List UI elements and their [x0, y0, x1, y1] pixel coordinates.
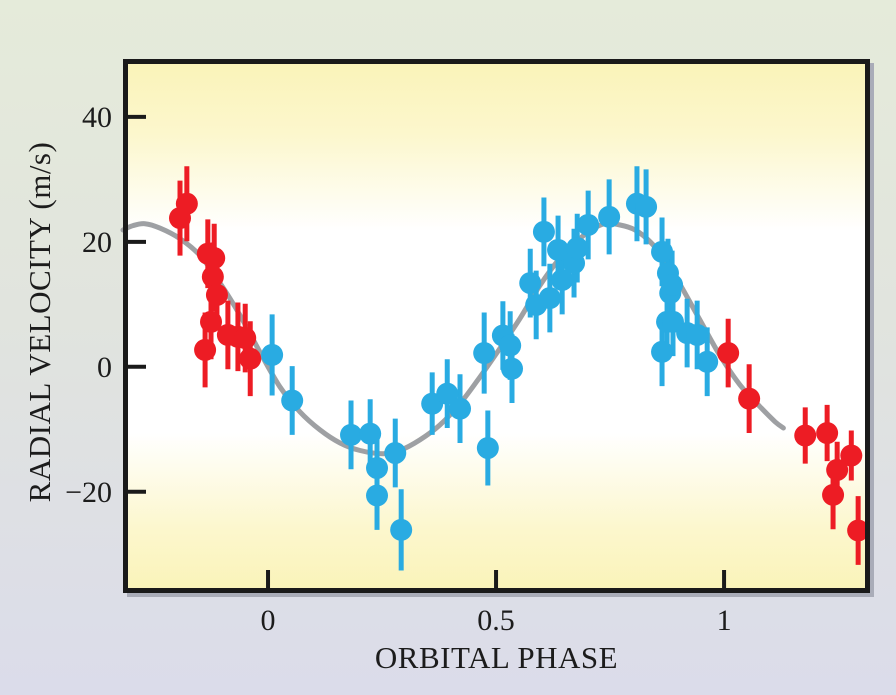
tick-labels: 0 0.5 1 40 20 0 −20	[65, 101, 731, 637]
data-point	[738, 387, 761, 410]
data-point	[366, 457, 389, 480]
data-point	[384, 442, 407, 465]
data-point	[566, 237, 589, 260]
data-point	[717, 342, 740, 365]
data-point	[200, 310, 223, 333]
x-axis-title: ORBITAL PHASE	[374, 640, 619, 675]
data-point	[686, 323, 709, 346]
x-tick-label: 0	[261, 604, 276, 637]
data-point	[577, 213, 600, 236]
data-point	[538, 287, 561, 310]
data-point	[547, 238, 570, 261]
data-point	[366, 484, 389, 507]
data-point	[340, 423, 363, 446]
data-point	[635, 195, 658, 218]
x-tick-label: 1	[717, 604, 732, 637]
data-point	[234, 327, 257, 350]
data-point	[473, 342, 496, 365]
x-tick-label: 0.5	[477, 604, 515, 637]
data-point	[794, 424, 817, 447]
data-point	[840, 444, 863, 467]
y-tick-label: 0	[97, 351, 112, 384]
data-point	[205, 283, 228, 306]
data-point	[847, 519, 870, 542]
data-point	[651, 240, 674, 263]
data-point	[476, 437, 499, 460]
data-point	[551, 268, 574, 291]
data-point	[449, 397, 472, 420]
data-point	[359, 422, 382, 445]
data-point	[281, 389, 304, 412]
y-axis-title: RADIAL VELOCITY (m/s)	[22, 141, 57, 503]
data-point	[203, 247, 226, 270]
data-point	[816, 422, 839, 445]
data-point	[436, 382, 459, 405]
y-tick-label: −20	[65, 476, 112, 509]
data-point	[651, 340, 674, 363]
data-point	[661, 273, 684, 296]
y-tick-label: 40	[82, 101, 112, 134]
data-point	[598, 205, 621, 228]
data-point	[696, 350, 719, 373]
data-point	[519, 272, 542, 295]
data-point	[175, 192, 198, 215]
series-observations-blue	[261, 166, 719, 571]
plot-frame	[123, 59, 870, 593]
data-point	[532, 220, 555, 243]
data-point	[201, 265, 224, 288]
data-point	[239, 347, 262, 370]
data-point	[194, 338, 217, 361]
y-tick-label: 20	[82, 226, 112, 259]
axis-ticks	[126, 114, 727, 590]
data-point	[826, 458, 849, 481]
data-point	[499, 334, 522, 357]
data-point	[261, 343, 284, 366]
data-point	[390, 518, 413, 541]
data-point	[501, 357, 524, 380]
data-point	[822, 483, 845, 506]
series-observations-red	[169, 166, 870, 565]
